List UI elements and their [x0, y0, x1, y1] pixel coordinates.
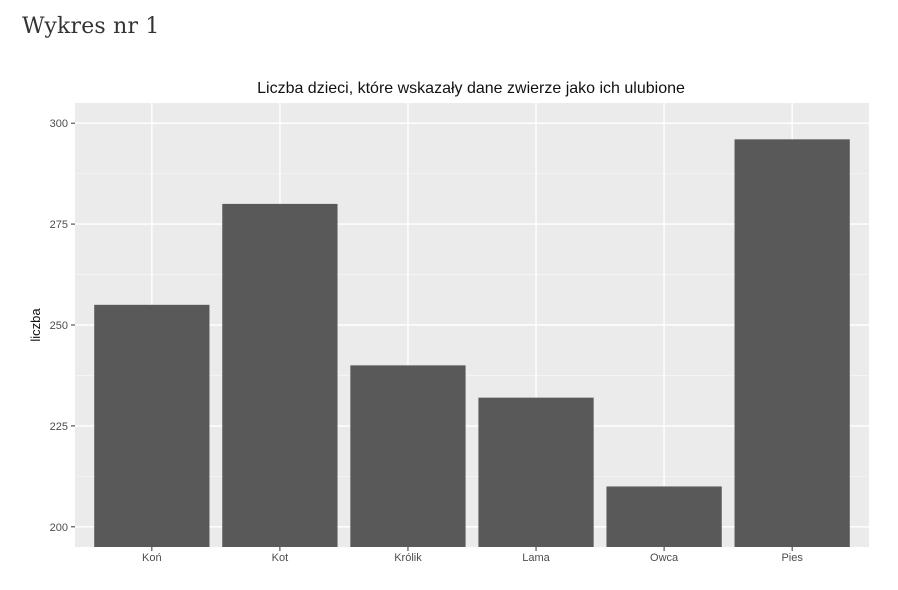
x-tick-label: Królik — [394, 552, 422, 564]
x-tick-label: Lama — [522, 552, 550, 564]
bar-kot — [222, 203, 338, 547]
y-tick-label: 225 — [50, 421, 68, 433]
bars-layer — [94, 139, 850, 547]
x-tick-label: Kot — [272, 552, 289, 564]
bar-koń — [94, 304, 210, 547]
bar-lama — [478, 397, 594, 547]
y-axis-label: liczba — [28, 308, 43, 342]
y-tick-label: 200 — [50, 522, 68, 534]
y-tick-label: 250 — [50, 320, 68, 332]
axes-layer: 200 225 250 275 300 Koń Kot Królik Lama Owca Pies — [50, 118, 804, 564]
y-tick-label: 275 — [50, 219, 68, 231]
y-tick-label: 300 — [50, 118, 68, 130]
bar-królik — [350, 365, 466, 547]
page-heading: Wykres nr 1 — [22, 14, 160, 39]
bar-owca — [606, 486, 722, 547]
chart-title: Liczba dzieci, które wskazały dane zwier… — [257, 80, 685, 97]
x-tick-label: Koń — [142, 552, 162, 564]
x-tick-label: Owca — [650, 552, 679, 564]
x-tick-label: Pies — [781, 552, 803, 564]
bar-pies — [734, 139, 850, 547]
